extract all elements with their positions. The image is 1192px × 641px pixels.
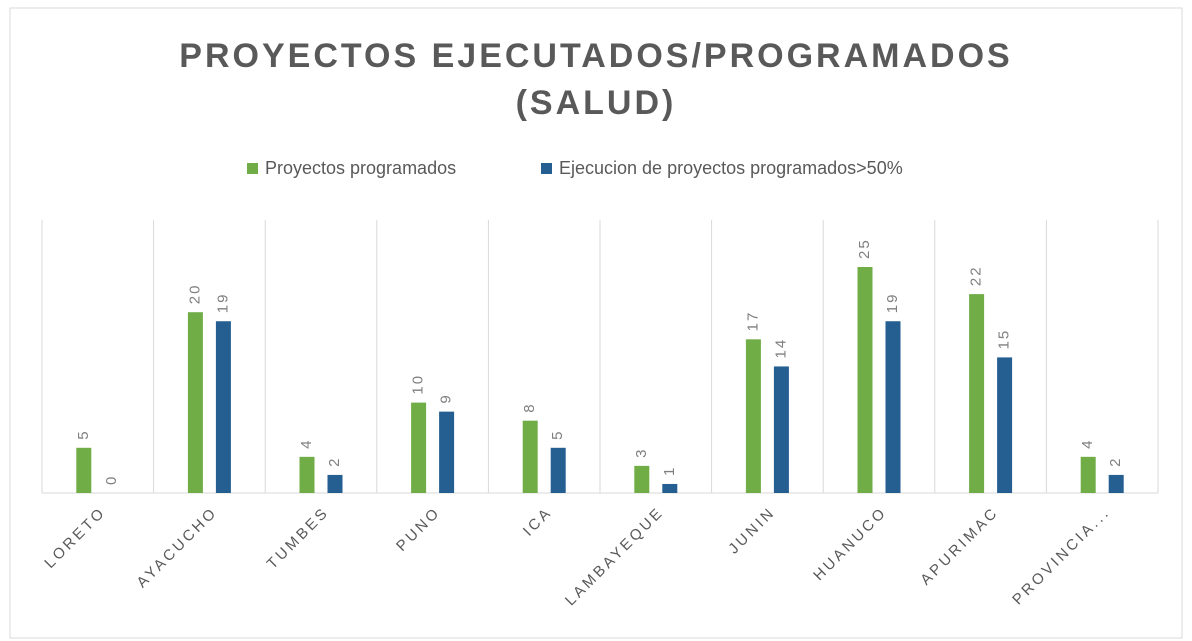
bar [1108, 474, 1124, 493]
bar [76, 447, 92, 493]
bar [997, 357, 1013, 493]
data-label: 1 [661, 466, 678, 476]
bar [550, 447, 566, 493]
legend-swatch [541, 163, 552, 174]
bar [662, 483, 678, 493]
data-label: 19 [214, 293, 231, 314]
chart-title: PROYECTOS EJECUTADOS/PROGRAMADOS [179, 37, 1012, 75]
bar [773, 366, 789, 493]
data-label: 9 [438, 393, 455, 403]
bar [187, 312, 203, 493]
data-label: 3 [633, 448, 650, 458]
data-label: 14 [772, 338, 789, 359]
data-label: 2 [326, 457, 343, 467]
chart-border [9, 7, 1183, 639]
bar [634, 465, 650, 493]
data-label: 0 [103, 475, 120, 485]
data-label: 17 [744, 311, 761, 332]
data-label: 19 [884, 293, 901, 314]
data-label: 10 [410, 374, 427, 395]
legend-label: Proyectos programados [265, 158, 456, 178]
bar [1080, 456, 1096, 493]
data-label: 2 [1107, 457, 1124, 467]
data-label: 4 [1079, 438, 1096, 448]
bar [522, 420, 538, 493]
data-label: 5 [75, 429, 92, 439]
data-label: 15 [996, 329, 1013, 350]
bar [857, 267, 873, 493]
data-label: 20 [186, 284, 203, 305]
bar [969, 294, 985, 493]
legend-swatch [247, 163, 258, 174]
data-label: 5 [549, 429, 566, 439]
data-label: 22 [968, 265, 985, 286]
data-label: 4 [298, 438, 315, 448]
bar [745, 339, 761, 493]
bar [327, 474, 343, 493]
bar [299, 456, 315, 493]
legend-label: Ejecucion de proyectos programados>50% [559, 158, 903, 178]
chart-title: (SALUD) [516, 84, 677, 122]
bar [885, 321, 901, 493]
bar [411, 402, 427, 493]
data-label: 25 [856, 238, 873, 259]
bar [439, 411, 455, 493]
bar [215, 321, 231, 493]
data-label: 8 [521, 402, 538, 412]
